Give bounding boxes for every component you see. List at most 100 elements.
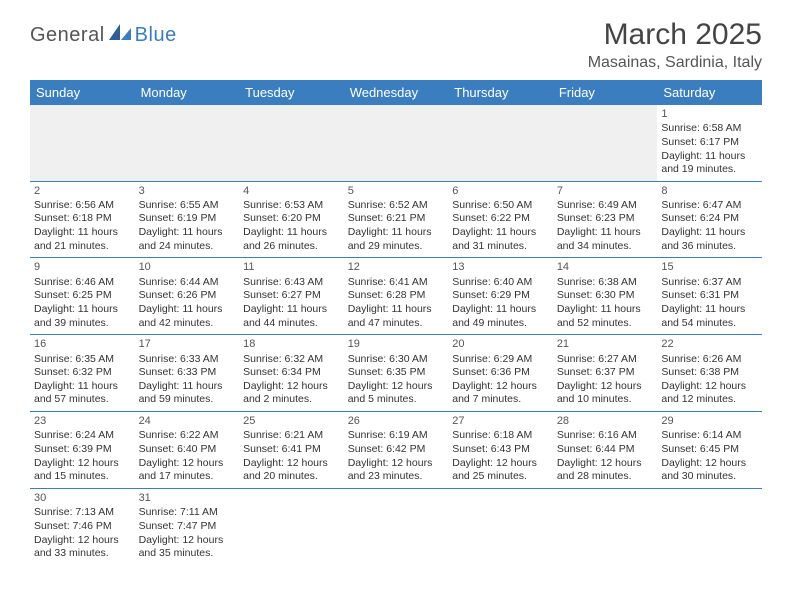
- sunset-line: Sunset: 7:47 PM: [139, 520, 236, 534]
- day-number: 23: [34, 414, 131, 428]
- day-number: 29: [661, 414, 758, 428]
- calendar-cell: 15Sunrise: 6:37 AMSunset: 6:31 PMDayligh…: [657, 258, 762, 335]
- sunset-line: Sunset: 6:38 PM: [661, 366, 758, 380]
- sunset-line: Sunset: 6:37 PM: [557, 366, 654, 380]
- weekday-header: Monday: [135, 80, 240, 105]
- day-number: 10: [139, 260, 236, 274]
- sunrise-line: Sunrise: 6:18 AM: [452, 429, 549, 443]
- daylight-line: Daylight: 11 hours and 49 minutes.: [452, 303, 549, 330]
- calendar-cell: 12Sunrise: 6:41 AMSunset: 6:28 PMDayligh…: [344, 258, 449, 335]
- daylight-line: Daylight: 12 hours and 5 minutes.: [348, 380, 445, 407]
- sunrise-line: Sunrise: 6:58 AM: [661, 122, 758, 136]
- daylight-line: Daylight: 12 hours and 25 minutes.: [452, 457, 549, 484]
- sunset-line: Sunset: 6:33 PM: [139, 366, 236, 380]
- sunset-line: Sunset: 6:24 PM: [661, 212, 758, 226]
- daylight-line: Daylight: 12 hours and 35 minutes.: [139, 534, 236, 561]
- day-number: 7: [557, 184, 654, 198]
- sunset-line: Sunset: 7:46 PM: [34, 520, 131, 534]
- calendar-cell: 3Sunrise: 6:55 AMSunset: 6:19 PMDaylight…: [135, 181, 240, 258]
- calendar-cell: [553, 105, 658, 181]
- sunrise-line: Sunrise: 7:11 AM: [139, 506, 236, 520]
- calendar-cell: 20Sunrise: 6:29 AMSunset: 6:36 PMDayligh…: [448, 335, 553, 412]
- calendar-cell: 14Sunrise: 6:38 AMSunset: 6:30 PMDayligh…: [553, 258, 658, 335]
- calendar-row: 9Sunrise: 6:46 AMSunset: 6:25 PMDaylight…: [30, 258, 762, 335]
- weekday-header: Sunday: [30, 80, 135, 105]
- day-number: 27: [452, 414, 549, 428]
- sunrise-line: Sunrise: 6:14 AM: [661, 429, 758, 443]
- day-number: 19: [348, 337, 445, 351]
- sunrise-line: Sunrise: 6:53 AM: [243, 199, 340, 213]
- sunset-line: Sunset: 6:39 PM: [34, 443, 131, 457]
- calendar-row: 30Sunrise: 7:13 AMSunset: 7:46 PMDayligh…: [30, 488, 762, 564]
- calendar-cell: 23Sunrise: 6:24 AMSunset: 6:39 PMDayligh…: [30, 412, 135, 489]
- daylight-line: Daylight: 11 hours and 42 minutes.: [139, 303, 236, 330]
- sunset-line: Sunset: 6:41 PM: [243, 443, 340, 457]
- sunrise-line: Sunrise: 6:24 AM: [34, 429, 131, 443]
- calendar-cell: 16Sunrise: 6:35 AMSunset: 6:32 PMDayligh…: [30, 335, 135, 412]
- calendar-cell: 10Sunrise: 6:44 AMSunset: 6:26 PMDayligh…: [135, 258, 240, 335]
- daylight-line: Daylight: 12 hours and 10 minutes.: [557, 380, 654, 407]
- sunrise-line: Sunrise: 6:52 AM: [348, 199, 445, 213]
- calendar-cell: 5Sunrise: 6:52 AMSunset: 6:21 PMDaylight…: [344, 181, 449, 258]
- day-number: 13: [452, 260, 549, 274]
- weekday-row: SundayMondayTuesdayWednesdayThursdayFrid…: [30, 80, 762, 105]
- calendar-thead: SundayMondayTuesdayWednesdayThursdayFrid…: [30, 80, 762, 105]
- sunset-line: Sunset: 6:29 PM: [452, 289, 549, 303]
- daylight-line: Daylight: 12 hours and 23 minutes.: [348, 457, 445, 484]
- sunrise-line: Sunrise: 6:29 AM: [452, 353, 549, 367]
- daylight-line: Daylight: 11 hours and 39 minutes.: [34, 303, 131, 330]
- daylight-line: Daylight: 11 hours and 24 minutes.: [139, 226, 236, 253]
- sunrise-line: Sunrise: 6:37 AM: [661, 276, 758, 290]
- sunrise-line: Sunrise: 6:21 AM: [243, 429, 340, 443]
- day-number: 4: [243, 184, 340, 198]
- calendar-cell: 31Sunrise: 7:11 AMSunset: 7:47 PMDayligh…: [135, 488, 240, 564]
- day-number: 5: [348, 184, 445, 198]
- daylight-line: Daylight: 12 hours and 20 minutes.: [243, 457, 340, 484]
- calendar-cell: [135, 105, 240, 181]
- daylight-line: Daylight: 12 hours and 17 minutes.: [139, 457, 236, 484]
- sunset-line: Sunset: 6:32 PM: [34, 366, 131, 380]
- calendar-cell: 17Sunrise: 6:33 AMSunset: 6:33 PMDayligh…: [135, 335, 240, 412]
- calendar-cell: 26Sunrise: 6:19 AMSunset: 6:42 PMDayligh…: [344, 412, 449, 489]
- day-number: 28: [557, 414, 654, 428]
- month-title: March 2025: [588, 18, 762, 52]
- sunset-line: Sunset: 6:18 PM: [34, 212, 131, 226]
- daylight-line: Daylight: 12 hours and 12 minutes.: [661, 380, 758, 407]
- calendar-cell: 30Sunrise: 7:13 AMSunset: 7:46 PMDayligh…: [30, 488, 135, 564]
- calendar-cell: [448, 105, 553, 181]
- calendar-row: 23Sunrise: 6:24 AMSunset: 6:39 PM Dayligh…: [30, 412, 762, 489]
- weekday-header: Wednesday: [344, 80, 449, 105]
- daylight-line: Daylight: 11 hours and 21 minutes.: [34, 226, 131, 253]
- sail-icon: [107, 22, 133, 42]
- day-number: 9: [34, 260, 131, 274]
- sunset-line: Sunset: 6:20 PM: [243, 212, 340, 226]
- sunrise-line: Sunrise: 6:38 AM: [557, 276, 654, 290]
- sunset-line: Sunset: 6:22 PM: [452, 212, 549, 226]
- sunset-line: Sunset: 6:26 PM: [139, 289, 236, 303]
- day-number: 17: [139, 337, 236, 351]
- sunset-line: Sunset: 6:19 PM: [139, 212, 236, 226]
- sunset-line: Sunset: 6:42 PM: [348, 443, 445, 457]
- calendar-row: 16Sunrise: 6:35 AMSunset: 6:32 PMDayligh…: [30, 335, 762, 412]
- day-number: 1: [661, 107, 758, 121]
- calendar-page: General Blue March 2025 Masainas, Sardin…: [0, 0, 792, 565]
- daylight-line: Daylight: 12 hours and 30 minutes.: [661, 457, 758, 484]
- calendar-cell: 8Sunrise: 6:47 AMSunset: 6:24 PMDaylight…: [657, 181, 762, 258]
- sunset-line: Sunset: 6:34 PM: [243, 366, 340, 380]
- calendar-cell: [344, 105, 449, 181]
- weekday-header: Friday: [553, 80, 658, 105]
- sunrise-line: Sunrise: 6:46 AM: [34, 276, 131, 290]
- daylight-line: Daylight: 11 hours and 34 minutes.: [557, 226, 654, 253]
- calendar-cell: [239, 105, 344, 181]
- weekday-header: Tuesday: [239, 80, 344, 105]
- sunset-line: Sunset: 6:27 PM: [243, 289, 340, 303]
- daylight-line: Daylight: 11 hours and 47 minutes.: [348, 303, 445, 330]
- logo-text-blue: Blue: [135, 24, 177, 47]
- calendar-cell: 7Sunrise: 6:49 AMSunset: 6:23 PMDaylight…: [553, 181, 658, 258]
- calendar-cell: 25Sunrise: 6:21 AMSunset: 6:41 PMDayligh…: [239, 412, 344, 489]
- sunrise-line: Sunrise: 6:32 AM: [243, 353, 340, 367]
- sunrise-line: Sunrise: 6:22 AM: [139, 429, 236, 443]
- calendar-cell: [30, 105, 135, 181]
- sunset-line: Sunset: 6:43 PM: [452, 443, 549, 457]
- day-number: 18: [243, 337, 340, 351]
